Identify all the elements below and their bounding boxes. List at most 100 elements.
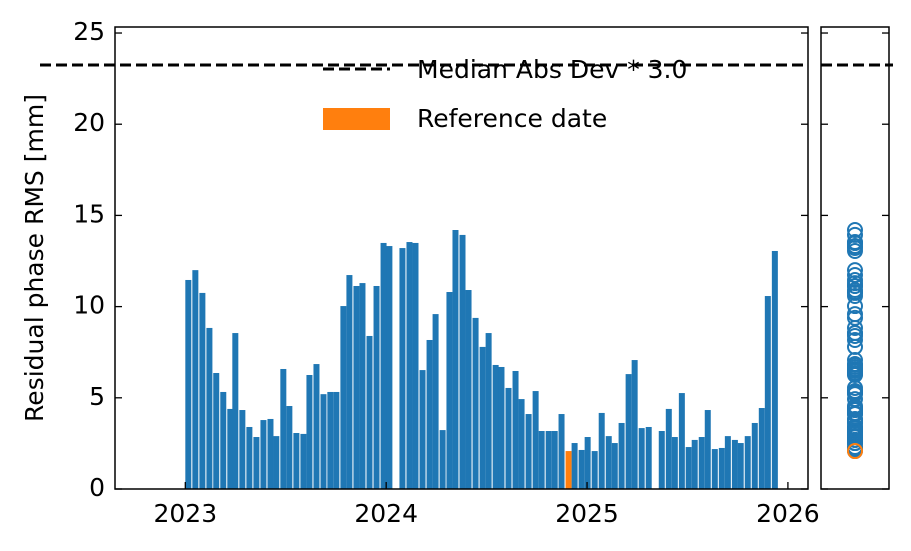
bar <box>459 234 466 489</box>
bar <box>406 242 413 489</box>
bar <box>611 443 618 489</box>
bar <box>386 246 393 489</box>
bar <box>558 414 565 489</box>
side-point <box>847 226 863 243</box>
bar <box>373 285 380 489</box>
legend-label: Median Abs Dev * 3.0 <box>417 55 687 84</box>
bar <box>380 242 387 489</box>
side-point <box>847 288 863 305</box>
bar <box>232 333 239 489</box>
bar <box>545 430 552 489</box>
bar <box>538 430 545 489</box>
legend-reference-swatch <box>323 108 390 130</box>
bar <box>239 410 246 489</box>
y-axis-label: Residual phase RMS [mm] <box>20 94 49 422</box>
bar <box>698 437 705 489</box>
bar <box>293 433 300 489</box>
side-point <box>847 358 863 375</box>
bar <box>446 292 453 489</box>
bar <box>485 333 492 489</box>
plot-frame <box>114 26 809 490</box>
bar <box>227 408 234 489</box>
side-point <box>847 242 863 259</box>
bar <box>625 374 632 489</box>
bar <box>199 292 206 489</box>
bar <box>665 408 672 489</box>
bar <box>192 270 199 489</box>
bar <box>737 443 744 489</box>
side-point <box>847 309 863 326</box>
side-frame <box>820 26 890 490</box>
bar <box>492 364 499 489</box>
bar <box>605 436 612 489</box>
x-tick-label: 2026 <box>756 499 820 528</box>
bar <box>286 406 293 489</box>
bar <box>300 433 307 489</box>
bar <box>771 250 778 489</box>
y-tick-label: 20 <box>73 108 105 137</box>
bar <box>598 412 605 489</box>
legend-label: Reference date <box>417 104 607 133</box>
side-point <box>847 435 863 452</box>
x-tick-label: 2025 <box>555 499 619 528</box>
side-point <box>847 422 863 439</box>
side-point <box>847 352 863 369</box>
y-tick-label: 10 <box>73 291 105 320</box>
bar <box>412 242 419 489</box>
y-tick-label: 25 <box>73 17 105 46</box>
side-point <box>847 418 863 435</box>
bar <box>185 279 192 489</box>
bar <box>671 437 678 489</box>
bar <box>366 335 373 489</box>
bar <box>273 436 280 489</box>
bar <box>618 422 625 489</box>
bar <box>333 391 340 489</box>
side-point <box>847 277 863 294</box>
bar <box>645 426 652 489</box>
side-point <box>847 282 863 299</box>
bar <box>532 391 539 489</box>
bar <box>638 428 645 489</box>
bar <box>439 430 446 489</box>
bar <box>353 285 360 489</box>
bar <box>465 290 472 489</box>
bar <box>731 439 738 489</box>
y-tick-label: 0 <box>89 473 105 502</box>
bar <box>213 372 220 489</box>
bar <box>711 449 718 489</box>
bar <box>685 447 692 489</box>
reference-bar <box>565 451 572 489</box>
bar <box>764 296 771 489</box>
bar <box>327 391 334 489</box>
bar <box>346 275 353 489</box>
bar <box>505 387 512 489</box>
side-reference-point <box>847 443 863 460</box>
bar <box>399 248 406 489</box>
bar <box>340 306 347 489</box>
bar <box>704 410 711 489</box>
bar <box>498 366 505 489</box>
bar <box>691 439 698 489</box>
bar <box>578 449 585 489</box>
bar <box>525 414 532 489</box>
bar <box>432 314 439 489</box>
bar <box>253 437 260 489</box>
bar <box>718 447 725 489</box>
bar <box>744 436 751 489</box>
bar <box>631 360 638 489</box>
side-point <box>847 222 863 239</box>
y-tick-label: 15 <box>73 199 105 228</box>
bar <box>518 399 525 489</box>
bar <box>512 370 519 489</box>
bar <box>724 436 731 489</box>
bar <box>658 430 665 489</box>
bar <box>584 437 591 489</box>
x-tick-label: 2023 <box>153 499 217 528</box>
bar <box>479 346 486 489</box>
bar <box>472 317 479 489</box>
bar <box>751 422 758 489</box>
side-point <box>847 325 863 342</box>
bar <box>220 391 227 489</box>
bar <box>320 394 327 489</box>
